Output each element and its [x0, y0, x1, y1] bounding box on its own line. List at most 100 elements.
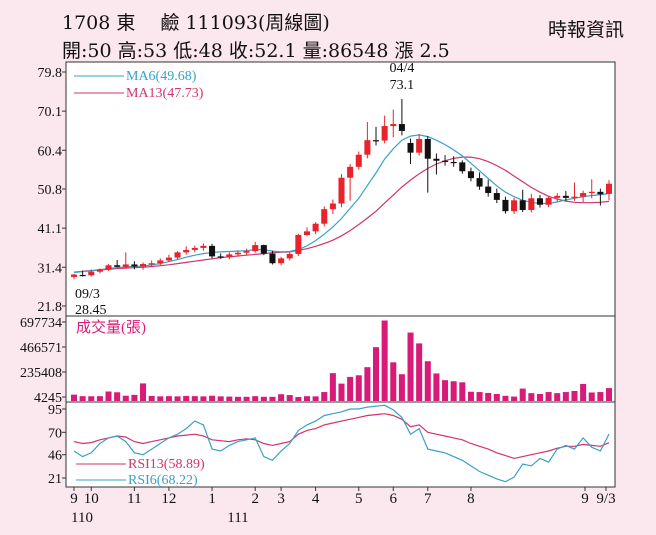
volume-bar: [347, 376, 354, 401]
volume-bar: [131, 394, 138, 401]
volume-bar: [416, 343, 423, 401]
volume-bar: [234, 396, 241, 401]
volume-ytick-label: 697734: [20, 316, 62, 331]
x-tick-label: 8: [467, 491, 475, 507]
candle-body: [597, 191, 604, 195]
x-tick-label: 12: [161, 491, 176, 507]
candle-body: [372, 140, 380, 142]
volume-bar: [252, 396, 259, 401]
volume-bar: [286, 395, 293, 401]
volume-bar: [243, 396, 250, 401]
candle-body: [545, 197, 552, 205]
x-year-label: 111: [227, 510, 248, 526]
volume-bar: [536, 393, 543, 401]
x-tick-label: 11: [127, 491, 141, 507]
volume-bar: [70, 394, 78, 401]
rsi-ytick-label: 95: [48, 403, 62, 418]
candle-body: [148, 263, 155, 265]
volume-bar: [79, 396, 86, 401]
candle-body: [70, 274, 78, 277]
volume-bar: [200, 396, 207, 401]
x-tick-label: 2: [251, 491, 259, 507]
candle-body: [554, 195, 561, 198]
candle-body: [519, 200, 526, 210]
candle-body: [260, 245, 267, 254]
volume-bar: [174, 396, 181, 401]
volume-bar: [485, 392, 492, 401]
candle-body: [605, 183, 613, 194]
candle-body: [562, 195, 569, 198]
x-tick-label: 1: [208, 491, 216, 507]
candle-body: [511, 200, 518, 212]
volume-bar: [148, 395, 155, 401]
candle-body: [286, 253, 293, 259]
volume-bar: [476, 392, 483, 401]
volume-ytick-label: 466571: [20, 341, 62, 356]
volume-bar: [303, 396, 311, 401]
candle-body: [140, 264, 147, 267]
price-ytick-label: 31.4: [38, 261, 63, 276]
candle-body: [183, 249, 190, 253]
legend-label: MA13(47.73): [126, 86, 204, 101]
x-tick-label: 10: [84, 491, 99, 507]
volume-bar: [209, 395, 216, 401]
x-tick-label: 9/3: [596, 491, 615, 507]
volume-bar: [545, 392, 552, 401]
volume-bar: [580, 383, 587, 401]
volume-bar: [372, 347, 380, 401]
volume-bar: [269, 396, 276, 401]
volume-bar: [278, 394, 285, 401]
volume-bar: [96, 396, 103, 401]
volume-bar: [338, 383, 345, 401]
candle-body: [467, 171, 474, 179]
rsi-ytick-label: 21: [48, 472, 62, 487]
candle-body: [424, 138, 431, 159]
volume-bar: [88, 396, 95, 401]
volume-bar: [329, 373, 336, 401]
x-tick-label: 5: [355, 491, 363, 507]
candle-body: [243, 251, 250, 253]
candle-body: [459, 162, 466, 172]
candle-body: [122, 264, 129, 267]
volume-bar: [381, 320, 388, 401]
volume-bar: [511, 396, 518, 401]
volume-bar: [493, 393, 500, 401]
candle-body: [295, 234, 302, 254]
volume-bar: [183, 395, 190, 401]
candle-body: [174, 252, 181, 258]
candle-body: [131, 264, 138, 267]
candle-body: [398, 124, 405, 131]
candle-body: [200, 245, 207, 248]
candle-body: [493, 193, 500, 200]
candle-body: [381, 126, 388, 141]
candle-body: [485, 186, 492, 194]
volume-bar: [114, 392, 121, 401]
volume-bar: [260, 396, 267, 401]
x-tick-label: 3: [277, 491, 285, 507]
x-tick-label: 6: [390, 491, 398, 507]
candle-body: [303, 231, 311, 235]
rsi-ytick-label: 70: [48, 426, 62, 441]
volume-title: 成交量(張): [76, 318, 146, 336]
price-ytick-label: 79.8: [38, 66, 63, 81]
candle-body: [278, 258, 285, 264]
volume-bar: [105, 391, 112, 401]
volume-bar: [217, 396, 224, 401]
candle-body: [442, 160, 449, 162]
volume-bar: [407, 332, 414, 401]
plot-frame: [65, 61, 616, 488]
volume-bar: [502, 395, 509, 401]
candle-body: [502, 199, 509, 212]
low-date-label: 09/3: [75, 287, 100, 302]
volume-ytick-label: 235408: [20, 366, 62, 381]
volume-bar: [519, 388, 526, 401]
candle-body: [157, 260, 164, 264]
candle-body: [226, 254, 233, 258]
volume-bar: [226, 396, 233, 401]
rsi6-line: [73, 404, 610, 483]
candle-body: [321, 209, 328, 224]
candle-body: [234, 252, 241, 255]
candle-body: [209, 245, 216, 257]
x-tick-label: 4: [312, 491, 320, 507]
volume-bar: [165, 396, 172, 401]
